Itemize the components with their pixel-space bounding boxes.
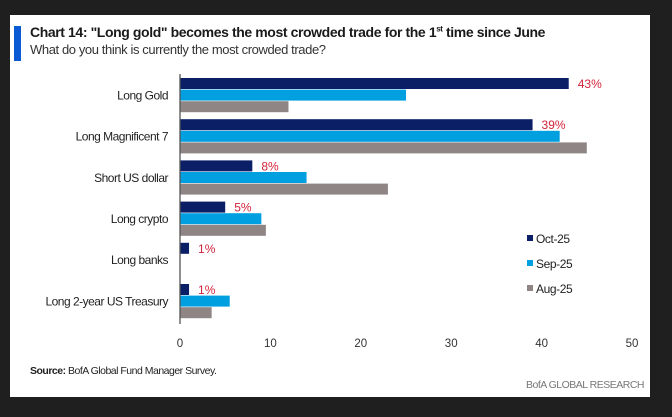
- x-tick-label: 30: [445, 338, 458, 350]
- legend-label: Aug-25: [536, 282, 573, 296]
- source-text: BofA Global Fund Manager Survey.: [65, 365, 217, 377]
- bar-aug-25: [180, 224, 266, 236]
- bar-aug-25: [180, 307, 212, 319]
- x-tick-label: 10: [264, 338, 277, 350]
- bar-sep-25: [180, 89, 406, 101]
- data-label: 39%: [542, 118, 566, 132]
- data-label: 43%: [578, 77, 602, 91]
- data-label: 8%: [261, 159, 279, 173]
- data-label: 1%: [198, 242, 216, 256]
- bar-oct-25: [180, 284, 190, 295]
- title-text: Chart 14: "Long gold" becomes the most c…: [30, 24, 437, 40]
- title-superscript: st: [436, 24, 443, 34]
- bar-sep-25: [180, 130, 560, 142]
- bar-oct-25: [180, 160, 253, 172]
- bar-aug-25: [180, 183, 388, 195]
- category-label: Long crypto: [111, 212, 169, 226]
- legend-swatch-sep-25: [527, 260, 533, 266]
- x-tick-label: 20: [354, 338, 367, 350]
- bar-oct-25: [180, 119, 533, 131]
- legend-swatch-aug-25: [527, 285, 533, 291]
- legend-label: Sep-25: [536, 257, 573, 271]
- category-label: Long banks: [111, 253, 169, 267]
- brand-label: BofA GLOBAL RESEARCH: [526, 379, 645, 391]
- bar-aug-25: [180, 101, 289, 113]
- data-label: 1%: [198, 283, 216, 297]
- x-tick-label: 50: [626, 338, 639, 350]
- bar-sep-25: [180, 213, 262, 225]
- bar-oct-25: [180, 201, 226, 213]
- x-tick-label: 40: [535, 338, 548, 350]
- title-text-end: time since June: [442, 24, 546, 40]
- source-note: Source: BofA Global Fund Manager Survey.: [30, 365, 217, 377]
- bar-oct-25: [180, 242, 190, 254]
- source-label: Source:: [30, 365, 66, 377]
- x-tick-label: 0: [177, 338, 183, 350]
- category-label: Long Gold: [117, 88, 168, 102]
- category-label: Long Magnificent 7: [76, 130, 169, 144]
- bar-sep-25: [180, 172, 307, 183]
- data-label: 5%: [234, 201, 252, 215]
- chart-subtitle: What do you think is currently the most …: [30, 42, 326, 57]
- bar-oct-25: [180, 78, 569, 89]
- bar-sep-25: [180, 295, 230, 307]
- bar-aug-25: [180, 142, 587, 154]
- chart-title: Chart 14: "Long gold" becomes the most c…: [30, 24, 545, 40]
- legend-label: Oct-25: [536, 232, 570, 246]
- accent-bar: [14, 26, 21, 61]
- legend-swatch-oct-25: [527, 235, 533, 241]
- category-label: Long 2-year US Treasury: [45, 294, 168, 308]
- category-label: Short US dollar: [94, 171, 168, 185]
